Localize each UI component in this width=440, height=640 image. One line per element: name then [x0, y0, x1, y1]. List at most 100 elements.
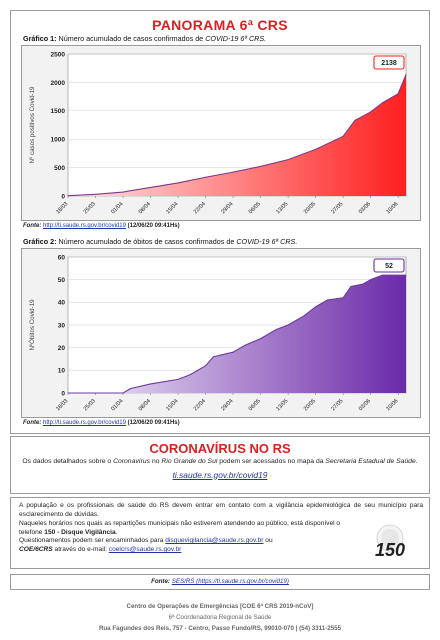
x-tick-label: 18/03: [55, 201, 69, 215]
series-area: [68, 74, 406, 196]
y-tick-label: 10: [58, 368, 66, 375]
corona-text-1: Os dados detalhados sobre o: [22, 458, 114, 465]
data-point: [130, 387, 132, 389]
data-point: [315, 148, 317, 150]
x-tick-label: 15/04: [165, 201, 179, 215]
chart1-source: Fonte: http://ti.saude.rs.gov.br/covid19…: [23, 223, 180, 229]
x-tick-label: 20/05: [303, 398, 317, 412]
x-tick-label: 15/04: [165, 398, 179, 412]
last-value-label: 52: [385, 263, 393, 270]
chart2-svg: 0 10 20 30 40 50 60 18/03 25/03 01/04 08/04 15/04 22…: [29, 254, 407, 412]
x-tick-label: 27/05: [330, 201, 344, 215]
last-value-box: [373, 258, 405, 273]
page-title: PANORAMA 6ª CRS: [152, 17, 288, 33]
data-point: [232, 171, 234, 173]
footer-line2: 6ª Coordenadoria Regional de Saúde: [168, 614, 272, 621]
data-point: [177, 378, 179, 380]
y-tick-label: 2000: [51, 80, 66, 87]
y-tick-label: 40: [58, 300, 66, 307]
x-tick-label: 25/03: [83, 398, 97, 412]
y-tick-label: 1000: [51, 137, 66, 144]
x-tick-label: 27/05: [330, 398, 344, 412]
chart1-source-label: Fonte:: [23, 223, 42, 229]
chart2-source-link[interactable]: http://ti.saude.rs.gov.br/covid19: [43, 420, 126, 426]
chart1-title: Gráfico 1: Número acumulado de casos con…: [23, 34, 266, 43]
x-tick-label: 10/06: [385, 398, 399, 412]
x-tick-label: 03/06: [358, 201, 372, 215]
chart1-svg: 0 500 1000 1500 2000 2500 18/03 25/03 01/04 08/04…: [29, 51, 407, 215]
contact-p3-a: Questionamentos podem ser encaminhados p…: [19, 537, 166, 545]
data-point: [405, 274, 407, 276]
contact-p4-a: COE/6CRS: [19, 545, 53, 553]
data-point: [150, 186, 152, 188]
data-point: [397, 93, 399, 95]
contact-email-link-2[interactable]: coelcrs@saude.rs.gov.br: [108, 545, 182, 553]
corona-panel: CORONAVÍRUS NO RS Os dados detalhados so…: [10, 436, 430, 494]
footer-line1: Centro de Operações de Emergências [COE …: [126, 603, 314, 610]
corona-text-italic-3: Secretaria Estadual de Saúde: [325, 458, 416, 465]
series-area: [68, 275, 406, 393]
y-tick-label: 0: [61, 390, 65, 397]
corona-title: CORONAVÍRUS NO RS: [149, 441, 291, 456]
x-tick-label: 22/04: [193, 201, 207, 215]
disque-vigilancia-logo-icon: 150: [375, 524, 405, 560]
data-point: [370, 279, 372, 281]
x-tick-label: 01/04: [110, 201, 124, 215]
data-point: [275, 329, 277, 331]
y-axis-label: NºÓbitos Covid-19: [29, 299, 36, 351]
y-axis-label: Nº casos positivos Covid-19: [29, 86, 36, 163]
svg-text:150: 150: [375, 540, 405, 560]
contact-p2-c: .: [115, 528, 118, 536]
x-tick-label: 29/04: [220, 201, 234, 215]
last-value-label: 2138: [381, 60, 397, 67]
contact-p2: Naqueles horários nos quais as repartiçõ…: [19, 520, 353, 537]
footer-line3: Rua Fagundes dos Reis, 757 - Centro, Pas…: [98, 625, 342, 632]
x-tick-label: 10/06: [385, 201, 399, 215]
data-point: [95, 193, 97, 195]
chart1-source-link[interactable]: http://ti.saude.rs.gov.br/covid19: [43, 223, 126, 229]
chart2-source-date: (12/06/20 09:41Hs): [127, 420, 180, 426]
y-tick-label: 60: [58, 254, 66, 261]
data-point: [67, 392, 69, 394]
chart2-source: Fonte: http://ti.saude.rs.gov.br/covid19…: [23, 420, 180, 426]
data-point: [370, 111, 372, 113]
data-point: [381, 102, 383, 104]
data-point: [405, 74, 407, 76]
data-point: [122, 191, 124, 193]
fonte-text[interactable]: SES/RS (https://ti.saude.rs.gov.br/covid…: [171, 578, 289, 585]
data-point: [342, 135, 344, 137]
data-point: [350, 285, 352, 287]
data-point: [287, 324, 289, 326]
contact-panel: A população e os profissionais de saúde …: [10, 497, 430, 569]
y-tick-label: 30: [58, 322, 66, 329]
y-tick-label: 2500: [51, 51, 66, 58]
contact-p3-b: ou: [263, 537, 273, 545]
corona-text-3: podem ser acessados no mapa da: [217, 458, 326, 465]
data-point: [260, 165, 262, 167]
y-tick-label: 50: [58, 277, 66, 284]
chart2-title-text: Número acumulado de óbitos de casos conf…: [56, 237, 237, 246]
data-point: [67, 195, 69, 197]
data-point: [244, 344, 246, 346]
data-point: [326, 299, 328, 301]
chart2-title-label: Gráfico 2:: [23, 237, 57, 246]
data-point: [260, 338, 262, 340]
x-tick-label: 29/04: [220, 398, 234, 412]
fonte-label: Fonte:: [151, 578, 170, 585]
data-point: [122, 392, 124, 394]
x-tick-label: 20/05: [303, 201, 317, 215]
data-point: [287, 159, 289, 161]
data-point: [177, 182, 179, 184]
x-tick-label: 13/05: [275, 201, 289, 215]
data-point: [381, 274, 383, 276]
chart1-frame: 0 500 1000 1500 2000 2500 18/03 25/03 01/04 08/04…: [21, 45, 421, 221]
x-tick-label: 08/04: [138, 201, 152, 215]
x-tick-label: 25/03: [83, 201, 97, 215]
x-tick-label: 08/04: [138, 398, 152, 412]
contact-p4-b: através do e-mail:: [52, 545, 109, 553]
contact-email-link-1[interactable]: disquevigilancia@saude.rs.gov.br: [165, 537, 264, 545]
corona-link[interactable]: ti.saude.rs.gov.br/covid19: [172, 469, 268, 480]
x-tick-label: 13/05: [275, 398, 289, 412]
contact-p4: COE/6CRS através do e-mail: coelcrs@saud…: [19, 546, 353, 555]
chart1-title-text: Número acumulado de casos confirmados de: [56, 34, 206, 43]
